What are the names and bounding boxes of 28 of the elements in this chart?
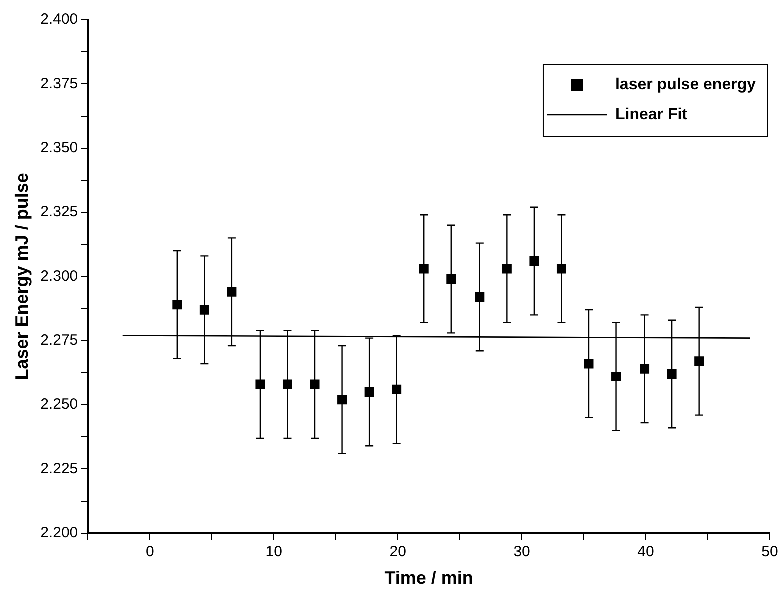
- x-tick-label: 0: [146, 544, 154, 561]
- x-tick-label: 20: [390, 544, 406, 561]
- x-tick-label: 50: [762, 544, 778, 561]
- point: [364, 387, 374, 397]
- x-tick-label: 10: [266, 544, 282, 561]
- point: [530, 256, 540, 266]
- x-tick-label: 40: [638, 544, 654, 561]
- point: [446, 274, 456, 284]
- y-tick-label: 2.300: [40, 268, 78, 285]
- legend-label: laser pulse energy: [615, 76, 756, 94]
- legend-label: Linear Fit: [615, 106, 688, 124]
- x-axis-title: Time / min: [384, 568, 474, 588]
- y-tick-label: 2.225: [40, 460, 78, 478]
- point: [475, 292, 485, 302]
- y-tick-label: 2.400: [40, 11, 78, 28]
- y-tick-label: 2.325: [40, 204, 78, 221]
- x-tick-label: 30: [514, 544, 530, 561]
- point: [172, 300, 182, 310]
- y-tick-label: 2.275: [40, 332, 78, 350]
- y-tick-label: 2.375: [40, 75, 78, 92]
- y-tick-label: 2.350: [40, 139, 78, 156]
- y-tick-label: 2.250: [40, 396, 78, 414]
- point: [256, 380, 266, 390]
- point: [667, 370, 677, 379]
- y-tick-label: 2.200: [40, 524, 78, 542]
- point: [310, 380, 320, 390]
- point: [227, 287, 237, 297]
- y-axis-title: Laser Energy mJ / pulse: [12, 173, 32, 380]
